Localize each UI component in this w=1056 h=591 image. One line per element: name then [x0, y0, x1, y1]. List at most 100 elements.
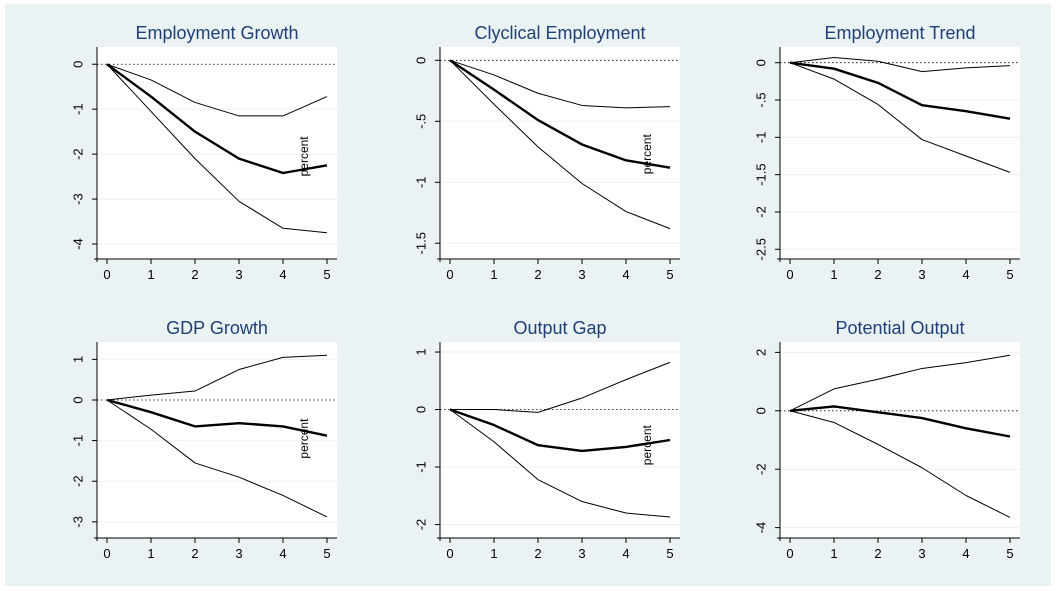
- y-tick-label: -4: [70, 238, 85, 250]
- y-tick-label: -2: [70, 148, 85, 160]
- x-tick-label: 4: [962, 267, 969, 282]
- y-tick-label: 0: [753, 59, 768, 66]
- x-tick-label: 0: [446, 546, 453, 561]
- series-line-upper: [106, 354, 328, 401]
- series-line-lower: [449, 409, 671, 518]
- series-line-upper: [449, 59, 671, 109]
- x-tick-label: 3: [235, 267, 242, 282]
- x-tick-label: 0: [786, 267, 793, 282]
- series-line-upper: [106, 63, 328, 117]
- x-tick-label: 5: [1006, 546, 1013, 561]
- series-line-upper: [450, 361, 671, 413]
- y-tick-label: -4: [753, 522, 768, 534]
- percent-annotation: percent: [297, 418, 311, 459]
- x-tick-label: 4: [962, 546, 969, 561]
- series-line-lower: [789, 410, 1011, 518]
- plot-area: [440, 47, 680, 259]
- y-tick-label: 1: [70, 356, 85, 363]
- panel-title: Clyclical Employment: [474, 23, 645, 43]
- y-tick-label: 0: [753, 407, 768, 414]
- x-tick-label: 1: [830, 546, 837, 561]
- plot-area: [780, 342, 1020, 538]
- y-tick-label: -1: [413, 461, 428, 473]
- y-tick-label: -1: [70, 103, 85, 115]
- x-tick-label: 0: [103, 267, 110, 282]
- x-tick-label: 3: [918, 267, 925, 282]
- y-tick-label: 2: [753, 349, 768, 356]
- panel-title: Employment Trend: [824, 23, 975, 43]
- x-tick-label: 2: [534, 267, 541, 282]
- panel-title: Potential Output: [835, 318, 964, 338]
- panel-5: 1 0 -1 -2 0 1 2 3 4 5 percent Output Gap: [413, 318, 680, 561]
- y-tick-label: -1: [753, 132, 768, 144]
- x-tick-label: 1: [830, 267, 837, 282]
- y-tick-label: 1: [413, 348, 428, 355]
- panel-title: GDP Growth: [166, 318, 268, 338]
- x-tick-label: 2: [191, 546, 198, 561]
- panel-3: 0 -.5 -1 -1.5 -2 -2.5 0 1 2 3 4 5 Employment Trend: [753, 23, 1020, 282]
- x-tick-label: 5: [666, 267, 673, 282]
- series-line-point: [106, 63, 328, 175]
- panel-4: 1 0 -1 -2 -3 0 1 2 3 4 5 percent GDP Growth: [70, 318, 337, 561]
- y-tick-label: -1.5: [413, 232, 428, 254]
- y-tick-label: -2.5: [753, 238, 768, 260]
- panel-6: 2 0 -2 -4 0 1 2 3 4 5 Potential Output: [753, 318, 1020, 561]
- y-tick-label: -.5: [753, 92, 768, 107]
- y-tick-label: -1.5: [753, 163, 768, 185]
- panel-1: 0 -1 -2 -3 -4 0 1 2 3 4 5 percent Employment Growth: [70, 23, 337, 282]
- series-line-lower: [449, 59, 671, 230]
- x-tick-label: 0: [446, 267, 453, 282]
- y-tick-label: 0: [413, 57, 428, 64]
- x-tick-label: 0: [103, 546, 110, 561]
- y-tick-label: -3: [70, 193, 85, 205]
- x-tick-label: 3: [235, 546, 242, 561]
- y-tick-label: -2: [753, 463, 768, 475]
- x-tick-label: 5: [666, 546, 673, 561]
- panel-2: 0 -.5 -1 -1.5 0 1 2 3 4 5 percent Clyclical Employm…: [413, 23, 680, 282]
- plot-area: [97, 342, 337, 538]
- x-tick-label: 2: [874, 546, 881, 561]
- series-line-point: [106, 398, 328, 437]
- y-tick-label: -2: [413, 519, 428, 531]
- percent-annotation: percent: [640, 424, 654, 465]
- x-tick-label: 1: [147, 546, 154, 561]
- x-tick-label: 2: [191, 267, 198, 282]
- x-tick-label: 3: [578, 546, 585, 561]
- x-tick-label: 4: [279, 267, 286, 282]
- panel-title: Output Gap: [513, 318, 606, 338]
- x-tick-label: 4: [279, 546, 286, 561]
- plot-area: [97, 47, 337, 259]
- x-tick-label: 3: [918, 546, 925, 561]
- x-tick-label: 1: [147, 267, 154, 282]
- x-tick-label: 2: [534, 546, 541, 561]
- y-tick-label: 0: [70, 61, 85, 68]
- y-tick-label: -.5: [413, 114, 428, 129]
- series-line-lower: [106, 399, 328, 518]
- x-tick-label: 0: [786, 546, 793, 561]
- x-tick-label: 1: [490, 267, 497, 282]
- figure-background: 0 -1 -2 -3 -4 0 1 2 3 4 5 percent Employment Growth 0…: [5, 4, 1051, 586]
- series-line-upper: [789, 354, 1011, 412]
- panel-title: Employment Growth: [135, 23, 298, 43]
- series-line-point: [789, 61, 1011, 120]
- x-tick-label: 5: [323, 267, 330, 282]
- y-tick-label: 0: [413, 406, 428, 413]
- y-tick-label: -1: [413, 176, 428, 188]
- y-tick-label: -2: [753, 206, 768, 218]
- series-line-lower: [106, 63, 328, 234]
- plot-area: [780, 47, 1020, 259]
- x-tick-label: 4: [622, 267, 629, 282]
- x-tick-label: 3: [578, 267, 585, 282]
- percent-annotation: percent: [640, 134, 654, 175]
- percent-annotation: percent: [297, 136, 311, 177]
- x-tick-label: 5: [1006, 267, 1013, 282]
- x-tick-label: 2: [874, 267, 881, 282]
- series-line-point: [789, 405, 1011, 438]
- y-tick-label: -2: [70, 475, 85, 487]
- series-line-point: [449, 59, 671, 169]
- series-line-lower: [789, 62, 1011, 173]
- y-tick-label: -3: [70, 516, 85, 528]
- y-tick-label: -1: [70, 435, 85, 447]
- series-line-upper: [789, 56, 1011, 73]
